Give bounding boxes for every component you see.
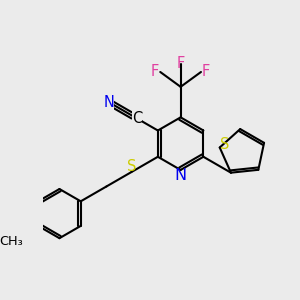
Text: F: F [202, 64, 210, 80]
Text: F: F [176, 56, 185, 71]
Text: C: C [132, 111, 142, 126]
Text: N: N [103, 95, 115, 110]
Text: CH₃: CH₃ [0, 235, 23, 248]
Text: S: S [127, 159, 136, 174]
Text: F: F [151, 64, 159, 80]
Text: N: N [175, 168, 187, 183]
Text: S: S [220, 137, 230, 152]
